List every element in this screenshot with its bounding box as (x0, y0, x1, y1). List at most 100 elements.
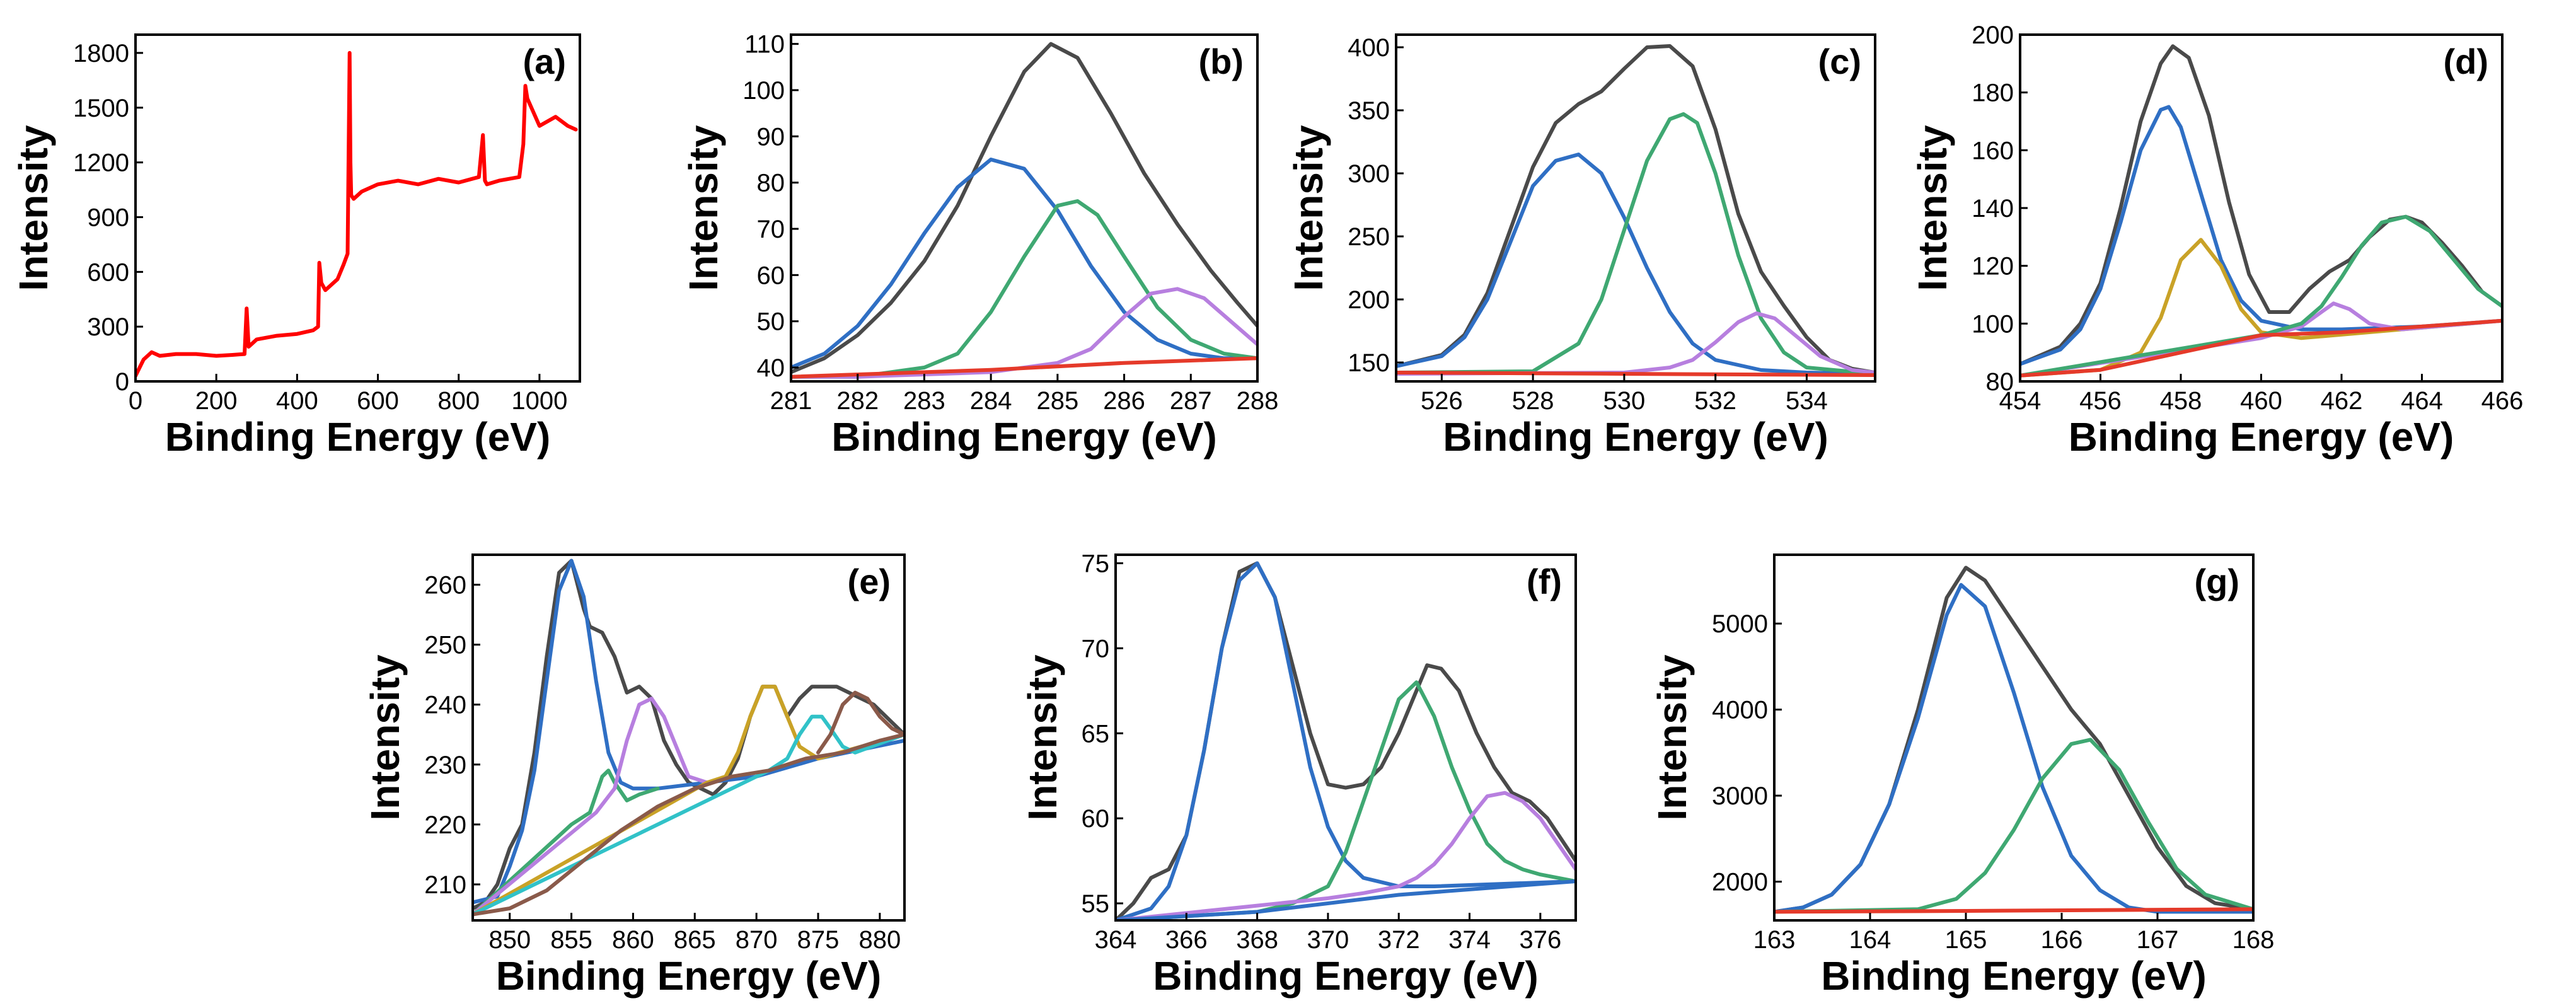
x-tick-label: 374 (1448, 926, 1491, 954)
series-a-survey (136, 50, 578, 378)
series-group-e (473, 559, 904, 917)
x-tick-label: 600 (357, 387, 399, 415)
y-tick-label: 80 (1986, 368, 2014, 396)
chart-panel-b: 281 282 283 284 285 286 287 288 40 50 60 70 80 90 100 1… (681, 31, 1278, 460)
y-tick-label: 100 (1972, 310, 2014, 338)
y-axis-label: Intensity (681, 125, 726, 291)
series-e-p2 (473, 768, 660, 917)
series-c-ti-o (1396, 153, 1875, 376)
x-tick-label: 163 (1753, 926, 1796, 954)
x-tick-label: 0 (129, 387, 142, 415)
x-tick-label: 880 (858, 926, 901, 954)
series-g-envelope (1774, 565, 2253, 914)
y-tick-label: 150 (1348, 349, 1390, 377)
x-axis-label: Binding Energy (eV) (1443, 414, 1828, 460)
series-c-o-h (1396, 112, 1875, 376)
x-tick-label: 855 (550, 926, 592, 954)
x-tick-label: 364 (1095, 926, 1137, 954)
x-tick-label: 466 (2481, 387, 2524, 415)
series-e-baseline (473, 733, 904, 917)
series-g-s-2p3-2 (1774, 582, 2253, 914)
x-tick-label: 167 (2137, 926, 2179, 954)
y-tick-label: 65 (1082, 720, 1110, 748)
y-tick-label: 240 (424, 692, 466, 719)
y-tick-label: 0 (115, 368, 129, 396)
series-f-envelope (1116, 561, 1576, 920)
y-tick-label: 210 (424, 871, 466, 899)
x-axis-label: Binding Energy (eV) (1153, 953, 1539, 999)
x-tick-label: 285 (1036, 387, 1078, 415)
y-tick-label: 2000 (1712, 869, 1768, 896)
y-tick-label: 55 (1082, 890, 1110, 918)
plot-frame-c (1395, 33, 1876, 383)
y-tick-label: 4000 (1712, 697, 1768, 724)
chart-panel-g: 163 164 165 166 167 168 2000 3000 4000 5000 Bindin… (1649, 553, 2275, 999)
series-e-p6 (816, 690, 904, 755)
x-tick-label: 400 (276, 387, 318, 415)
y-tick-label: 200 (1348, 286, 1390, 314)
y-tick-label: 50 (757, 308, 785, 336)
x-tick-label: 165 (1945, 926, 1987, 954)
x-tick-label: 458 (2160, 387, 2202, 415)
panel-label: (a) (523, 42, 566, 81)
series-f-p3 (1116, 791, 1576, 920)
x-tick-label: 168 (2232, 926, 2275, 954)
y-tick-label: 75 (1082, 550, 1110, 577)
y-axis-label: Intensity (1910, 125, 1955, 291)
y-tick-label: 3000 (1712, 782, 1768, 810)
x-axis-label: Binding Energy (eV) (496, 953, 882, 999)
y-tick-label: 300 (87, 313, 129, 341)
chart-panel-d: 454 456 458 460 462 464 466 80 100 120 140 160 180 20… (1910, 21, 2523, 460)
x-axis-label: Binding Energy (eV) (1821, 953, 2207, 999)
y-tick-label: 200 (1972, 21, 2014, 49)
x-tick-label: 376 (1519, 926, 1561, 954)
x-tick-label: 281 (770, 387, 812, 415)
y-tick-label: 600 (87, 258, 129, 286)
plot-frame-b (790, 33, 1259, 383)
series-d-envelope (2020, 44, 2502, 366)
y-tick-label: 110 (744, 31, 785, 59)
y-tick-label: 230 (424, 751, 466, 779)
x-axis-label: Binding Energy (eV) (831, 414, 1217, 460)
panel-label: (d) (2443, 42, 2488, 81)
x-tick-label: 454 (1999, 387, 2042, 415)
y-tick-label: 5000 (1712, 610, 1768, 638)
x-tick-label: 200 (195, 387, 238, 415)
y-axis-label: Intensity (362, 654, 408, 821)
y-tick-label: 100 (742, 77, 785, 105)
x-tick-label: 287 (1170, 387, 1212, 415)
x-tick-label: 164 (1849, 926, 1892, 954)
y-tick-label: 140 (1972, 195, 2014, 223)
series-f-baseline (1116, 879, 1576, 920)
x-tick-label: 368 (1236, 926, 1278, 954)
y-tick-label: 300 (1348, 160, 1390, 188)
x-tick-label: 284 (970, 387, 1012, 415)
series-b-o-c-o (791, 287, 1257, 379)
series-e-p4 (473, 685, 904, 917)
plot-frame-d (2019, 33, 2504, 383)
y-tick-label: 1800 (73, 40, 129, 67)
series-c-h2o (1396, 311, 1875, 376)
series-b-c-c (791, 158, 1257, 369)
y-axis-label: Intensity (1649, 654, 1695, 821)
y-tick-label: 260 (424, 572, 466, 600)
series-e-envelope (473, 559, 904, 910)
y-axis-label: Intensity (1286, 125, 1331, 291)
series-f-sr-3d3-2 (1116, 680, 1576, 920)
panel-label: (c) (1818, 42, 1861, 81)
y-tick-label: 900 (87, 204, 129, 231)
y-tick-label: 80 (757, 170, 785, 197)
series-group-b (791, 42, 1257, 379)
x-tick-label: 1000 (511, 387, 567, 415)
y-tick-label: 250 (424, 632, 466, 659)
series-group-c (1396, 44, 1875, 377)
series-d-ti-2p1-2 (2020, 214, 2502, 378)
y-tick-label: 220 (424, 811, 466, 839)
series-b-c-o (791, 199, 1257, 379)
x-tick-label: 800 (437, 387, 480, 415)
series-b-envelope (791, 42, 1257, 374)
x-tick-label: 372 (1378, 926, 1420, 954)
series-c-envelope (1396, 44, 1875, 374)
y-axis-label: Intensity (11, 125, 56, 291)
